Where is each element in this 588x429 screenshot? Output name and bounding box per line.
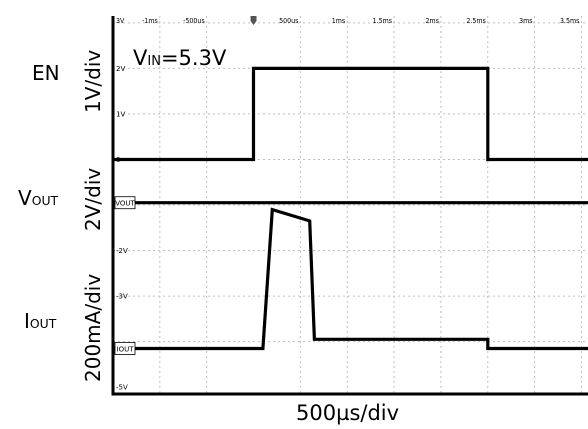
time-tick-label: 2ms (425, 17, 438, 25)
time-tick-label: -500us (183, 17, 205, 25)
y-tick-label: 1V (116, 110, 125, 118)
trace-label-iout: IOUT (114, 342, 136, 355)
time-tick-label: 3.5ms (560, 17, 579, 25)
tick-labels: 3V -1ms -500us 500us 1ms 1.5ms 2ms 2.5ms 3ms 3.5m… (116, 17, 579, 392)
time-tick-label: 3ms (519, 17, 532, 25)
y-tick-label: 2V (116, 65, 125, 73)
plot-frame (111, 16, 588, 396)
input-voltage-annotation: VIN=5.3V (133, 46, 227, 70)
time-tick-label: 2.5ms (466, 17, 485, 25)
y-tick-label: -5V (116, 384, 128, 392)
y-tick-label: -2V (116, 247, 128, 255)
trigger-marker (250, 16, 257, 25)
channel-vout-scale: 2V/div (81, 167, 105, 231)
timebase-label: 500µs/div (296, 401, 400, 425)
traces: VOUT IOUT (113, 66, 588, 355)
channel-iout-name: IOUT (24, 309, 57, 333)
time-tick-label: -1ms (142, 17, 158, 25)
channel-iout-scale: 200mA/div (81, 273, 105, 382)
time-tick-label: 3V (116, 17, 125, 25)
trace-label-vout: VOUT (114, 196, 136, 210)
trace-label-text: IOUT (117, 345, 135, 353)
channel-vout-name: VOUT (18, 186, 59, 210)
time-tick-label: 1ms (332, 17, 345, 25)
y-tick-label: -3V (116, 293, 128, 301)
trace-label-text: VOUT (115, 200, 135, 208)
time-tick-label: 500us (279, 17, 298, 25)
time-tick-label: 1.5ms (373, 17, 392, 25)
channel-en-name: EN (32, 61, 60, 85)
grid (113, 16, 588, 394)
trace-en (113, 66, 588, 162)
channel-en-scale: 1V/div (81, 49, 105, 113)
trace-iout (113, 207, 588, 351)
